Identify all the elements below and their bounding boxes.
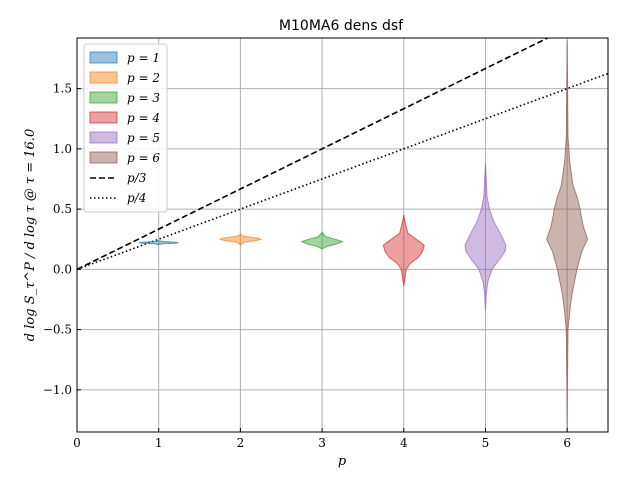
legend-swatch-p-1	[89, 51, 118, 64]
chart-title: M10MA6 dens dsf	[279, 18, 404, 34]
legend-label-p-3: p = 3	[127, 91, 160, 105]
legend-swatch-p-3	[89, 91, 118, 104]
violin-p-5	[464, 163, 507, 311]
legend-label-p-2: p = 2	[127, 71, 160, 85]
x-tick-label: 1	[155, 436, 163, 450]
legend-swatch-p-6	[89, 151, 118, 164]
legend-label-p-5: p = 5	[127, 131, 160, 145]
legend-label-p-over-4: p/4	[127, 191, 146, 205]
y-tick-label: −0.5	[43, 323, 72, 337]
violin-p-6	[546, 40, 589, 430]
x-tick-label: 4	[400, 436, 408, 450]
legend-swatch-p-2	[89, 71, 118, 84]
plot-frame	[76, 37, 609, 433]
x-tick-label: 0	[73, 436, 81, 450]
y-tick-label: 0.5	[53, 202, 72, 216]
x-tick-label: 5	[482, 436, 490, 450]
x-tick-label: 6	[563, 436, 571, 450]
reference-lines	[76, 37, 609, 271]
y-tick-label: 1.5	[53, 82, 72, 96]
legend: p = 1 p = 2 p = 3 p = 4 p = 5 p = 6 p/3 p/4	[83, 43, 168, 213]
violin-p-4	[382, 215, 425, 287]
legend-label-p-4: p = 4	[127, 111, 160, 125]
reference-line-p-over-3	[76, 37, 548, 271]
x-axis-label: p	[338, 454, 347, 469]
legend-swatch-p-5	[89, 131, 118, 144]
x-tick-label: 2	[237, 436, 245, 450]
legend-label-p-over-3: p/3	[127, 171, 147, 185]
y-tick-label: −1.0	[43, 383, 72, 397]
legend-label-p-6: p = 6	[127, 151, 160, 165]
y-axis-label: d log S_τ^P / d log τ @ τ = 16.0	[23, 129, 38, 341]
y-tick-label: 0.0	[53, 262, 72, 276]
violin-p-1	[138, 240, 179, 246]
y-axis-ticks: −1.0 −0.5 0.0 0.5 1.0 1.5	[43, 82, 81, 397]
x-tick-label: 3	[318, 436, 326, 450]
legend-swatch-p-4	[89, 111, 118, 124]
legend-box	[83, 43, 168, 213]
y-tick-label: 1.0	[53, 142, 72, 156]
x-axis-ticks: 0 1 2 3 4 5 6	[73, 428, 571, 450]
legend-label-p-1: p = 1	[127, 51, 160, 65]
violins	[138, 40, 589, 430]
violin-p-3	[300, 231, 344, 250]
violin-p-2	[218, 233, 263, 246]
